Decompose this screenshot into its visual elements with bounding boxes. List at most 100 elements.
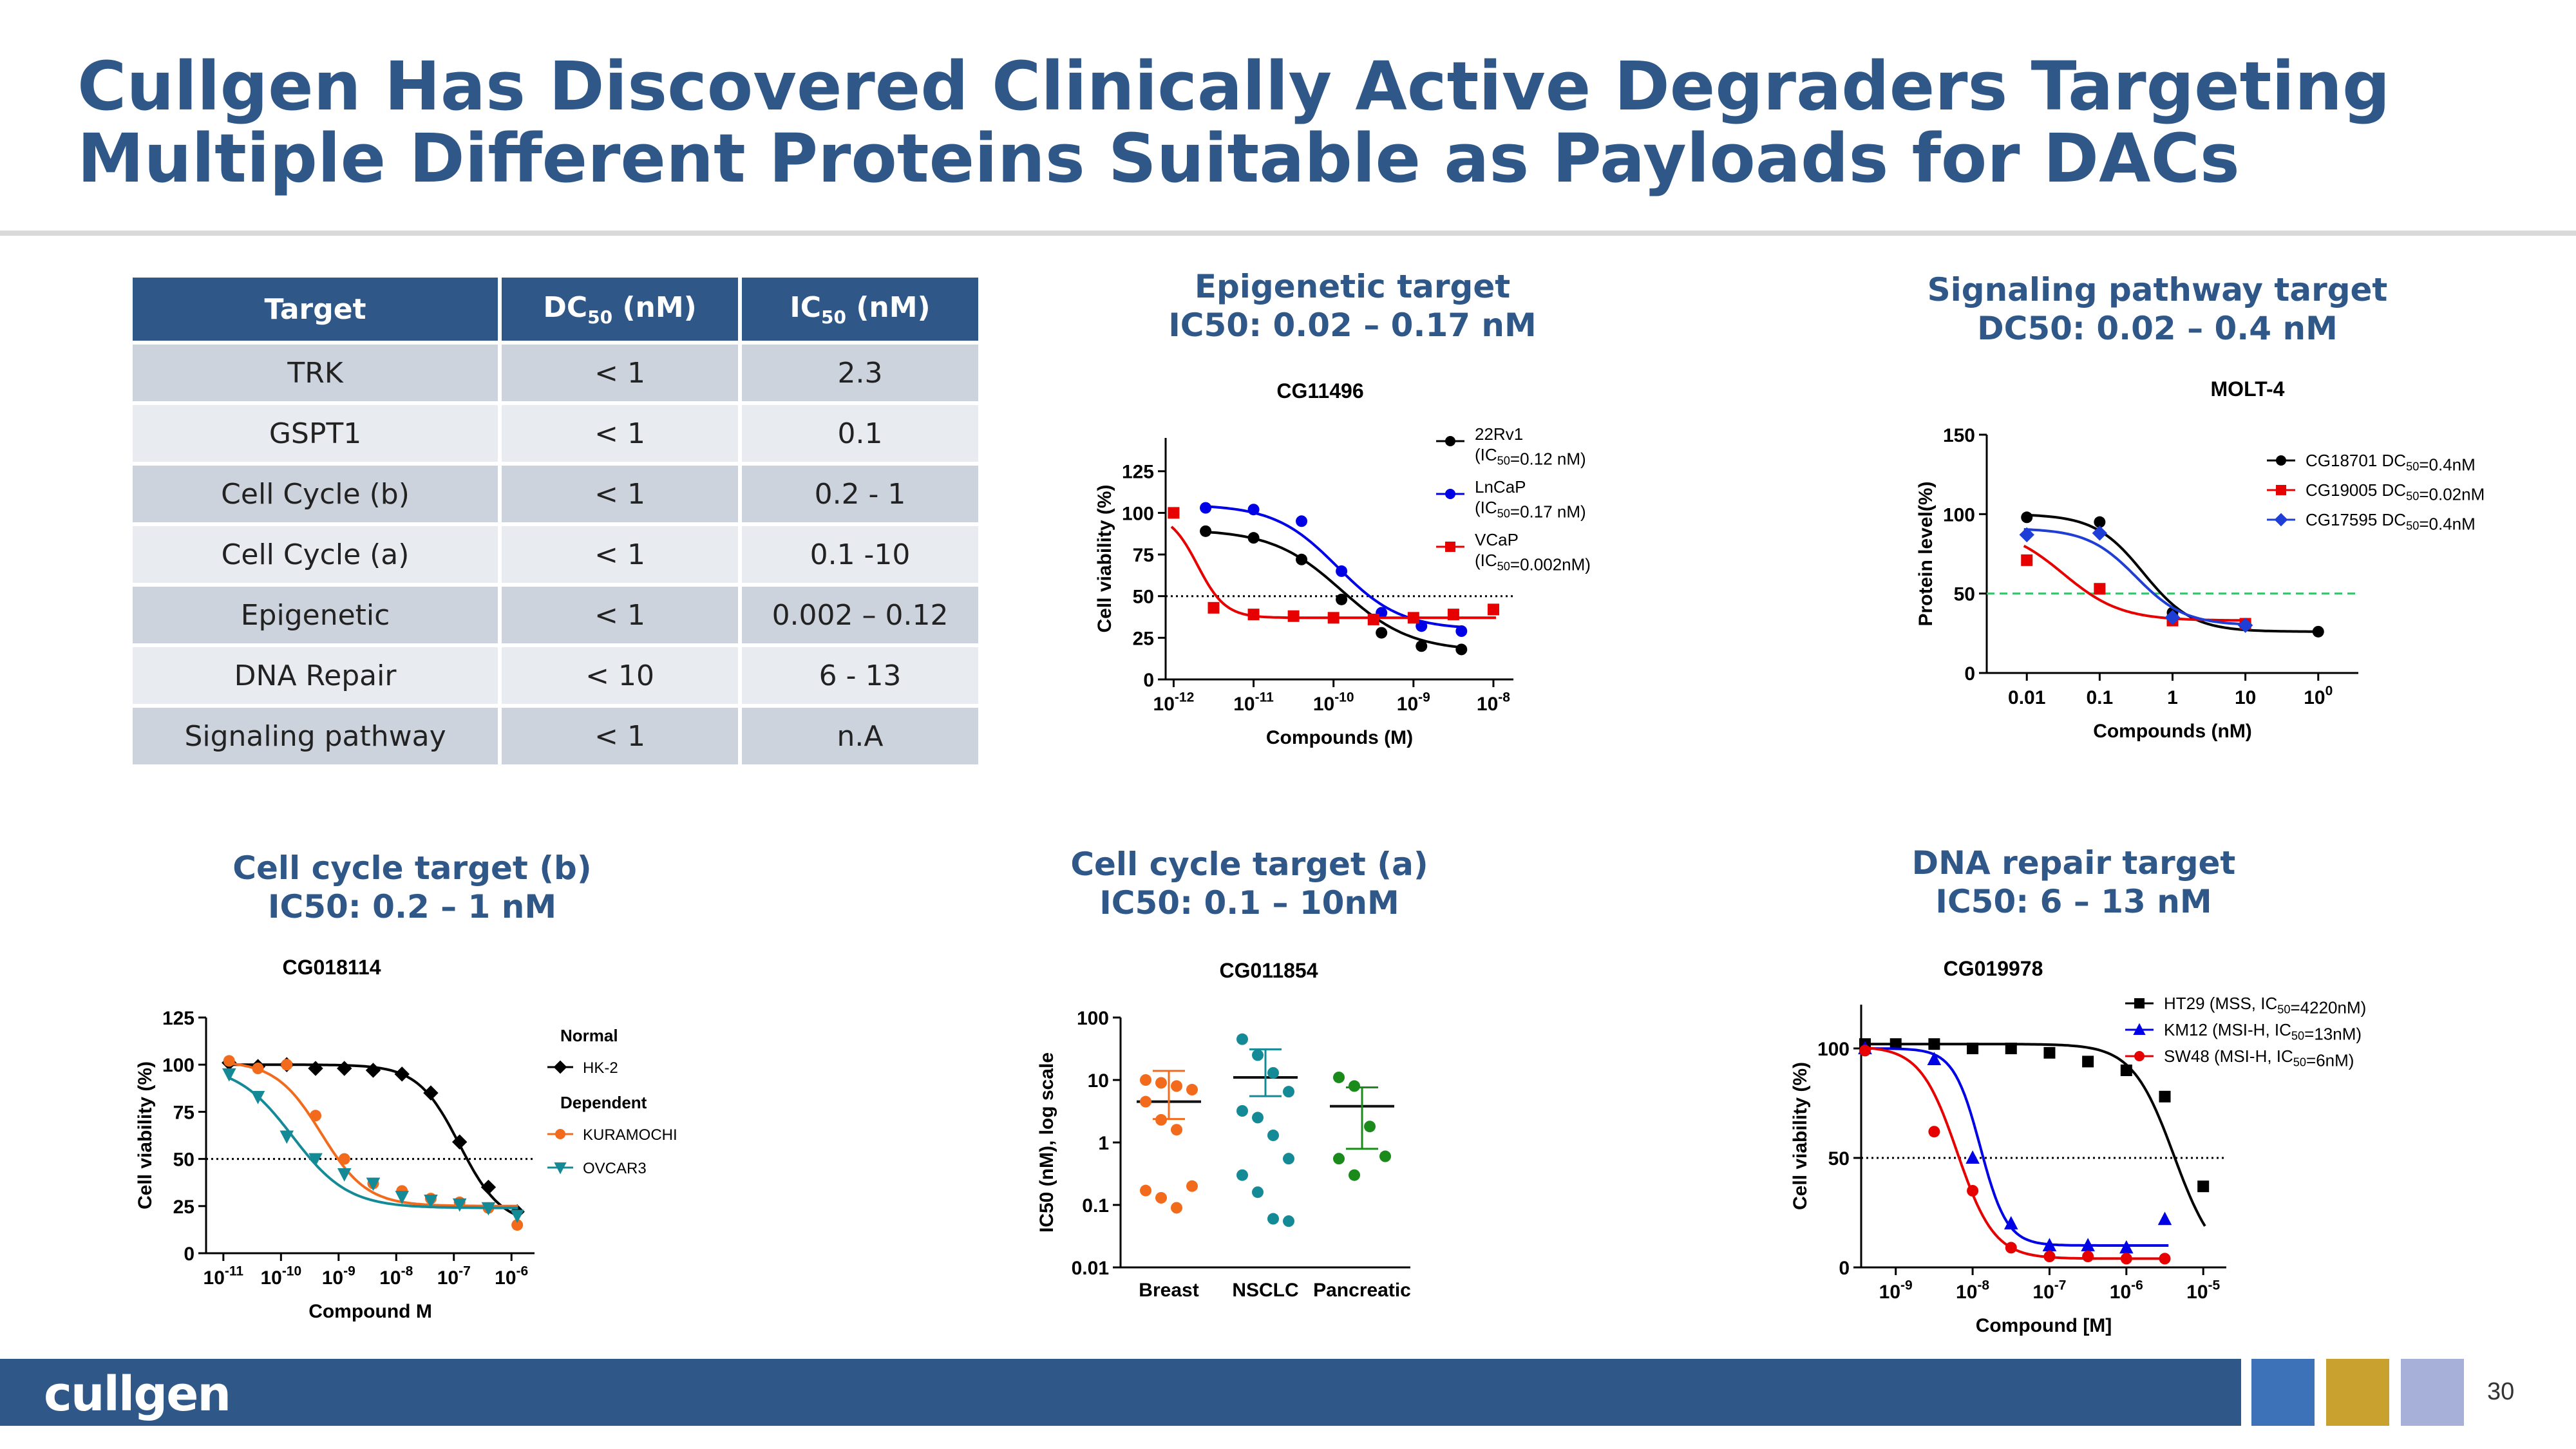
data-point bbox=[2003, 1216, 2018, 1229]
data-point bbox=[1267, 1066, 1279, 1079]
x-tick-label: 10-8 bbox=[1956, 1278, 1989, 1303]
data-point bbox=[1928, 1126, 1940, 1138]
chart-legend: HT29 (MSS, IC50=4220nM)KM12 (MSI-H, IC50… bbox=[2125, 994, 2366, 1070]
y-axis-label: IC50 (nM), log scale bbox=[1036, 1052, 1057, 1233]
data-point bbox=[395, 1191, 410, 1204]
epigenetic-panel-title: Epigenetic target IC50: 0.02 – 0.17 nM bbox=[1095, 267, 1610, 345]
data-point bbox=[1200, 502, 1212, 514]
table-cell: < 1 bbox=[502, 405, 739, 462]
y-tick-label: 25 bbox=[173, 1197, 194, 1218]
x-tick-label: 10-11 bbox=[204, 1264, 244, 1289]
data-point bbox=[423, 1085, 439, 1101]
chart-cg11496: CG11496 0 25 50 75 100 125 Cell viability (%) 10… bbox=[1094, 379, 1591, 748]
table-cell: TRK bbox=[133, 345, 498, 401]
y-tick-label: 75 bbox=[1133, 545, 1154, 566]
panel-title-line1: Cell cycle target (b) bbox=[232, 849, 592, 887]
data-point bbox=[1927, 1052, 1942, 1065]
y-tick-label: 25 bbox=[1133, 628, 1154, 649]
data-point bbox=[511, 1219, 524, 1231]
data-point bbox=[1140, 1095, 1151, 1108]
data-point bbox=[2082, 1251, 2094, 1262]
fit-curve bbox=[1861, 1047, 2169, 1247]
x-axis-label: Compound M bbox=[308, 1301, 432, 1322]
data-point bbox=[1171, 1080, 1182, 1092]
data-point bbox=[1287, 610, 1300, 622]
data-point bbox=[310, 1110, 321, 1122]
legend-marker bbox=[2276, 485, 2286, 495]
data-point bbox=[424, 1195, 438, 1208]
x-tick-label: 10-7 bbox=[437, 1264, 471, 1289]
legend-marker bbox=[555, 1129, 565, 1139]
table-row: Cell Cycle (a) < 1 0.1 -10 bbox=[133, 526, 978, 583]
data-point bbox=[1349, 1080, 1360, 1092]
data-point bbox=[1247, 504, 1260, 516]
header-target: Target bbox=[133, 278, 498, 341]
table-cell: 0.2 - 1 bbox=[742, 466, 978, 522]
panel-title-line2: IC50: 0.02 – 0.17 nM bbox=[1168, 307, 1537, 344]
footer: cullgen 30 bbox=[0, 1359, 2576, 1426]
data-point bbox=[337, 1168, 352, 1182]
table-cell: 6 - 13 bbox=[742, 647, 978, 704]
cycle-b-panel-title: Cell cycle target (b) IC50: 0.2 – 1 nM bbox=[161, 849, 663, 926]
panel-title-line1: Cell cycle target (a) bbox=[1070, 846, 1428, 883]
series-kuramochi bbox=[223, 1055, 524, 1231]
legend-label: OVCAR3 bbox=[583, 1160, 647, 1177]
data-point bbox=[2120, 1065, 2132, 1076]
y-tick-label: 100 bbox=[1817, 1039, 1850, 1060]
page-number: 30 bbox=[2487, 1378, 2515, 1405]
table-row: GSPT1 < 1 0.1 bbox=[133, 405, 978, 462]
x-tick-label: 10 bbox=[2235, 687, 2256, 708]
x-tick-label: 10-11 bbox=[1233, 690, 1274, 715]
chart-legend: CG18701 DC50=0.4nM CG19005 DC50=0.02nM CG1… bbox=[2267, 451, 2485, 534]
series-22rv1 bbox=[1200, 525, 1468, 656]
data-point bbox=[338, 1153, 350, 1165]
table-row: TRK < 1 2.3 bbox=[133, 345, 978, 401]
y-tick-label: 100 bbox=[162, 1055, 194, 1076]
data-point bbox=[2081, 1238, 2095, 1251]
data-point bbox=[481, 1202, 496, 1216]
data-point bbox=[1333, 1071, 1345, 1083]
legend-marker bbox=[2134, 1051, 2145, 1061]
legend-label: CG17595 DC50=0.4nM bbox=[2306, 510, 2476, 534]
legend-label: VCaP bbox=[1475, 530, 1519, 549]
data-point bbox=[1327, 612, 1340, 624]
data-point bbox=[1283, 1153, 1294, 1165]
data-point bbox=[1252, 1049, 1264, 1061]
y-tick-label: 10 bbox=[1088, 1070, 1109, 1092]
panel-title-line2: IC50: 0.2 – 1 nM bbox=[267, 888, 557, 925]
data-point bbox=[1171, 1124, 1182, 1136]
chart-legend: 22Rv1(IC50=0.12 nM) LnCaP(IC50=0.17 nM) VC… bbox=[1436, 424, 1591, 574]
series-cg19005 bbox=[2021, 544, 2251, 630]
legend-marker bbox=[2274, 513, 2288, 527]
x-axis-label: Compounds (nM) bbox=[2093, 721, 2252, 742]
table-cell: DNA Repair bbox=[133, 647, 498, 704]
y-axis-label: Cell viability (%) bbox=[135, 1061, 156, 1209]
data-point bbox=[365, 1063, 381, 1078]
data-point bbox=[1252, 1112, 1264, 1124]
data-point bbox=[1140, 1074, 1151, 1086]
y-tick-label: 75 bbox=[173, 1102, 194, 1123]
legend-marker bbox=[1445, 542, 1455, 552]
data-point bbox=[279, 1130, 294, 1144]
x-tick-label: 10-6 bbox=[2110, 1278, 2143, 1303]
y-tick-label: 125 bbox=[1122, 462, 1154, 483]
fit-curve bbox=[1170, 526, 1496, 620]
data-point bbox=[480, 1179, 497, 1195]
series-breast bbox=[1137, 1070, 1201, 1214]
x-tick-label: 10-10 bbox=[1313, 690, 1354, 715]
y-axis-label: Protein level(%) bbox=[1915, 481, 1937, 626]
data-point bbox=[2159, 1090, 2171, 1103]
data-point bbox=[2021, 554, 2033, 566]
data-point bbox=[1928, 1038, 1940, 1050]
y-tick-label: 100 bbox=[1943, 504, 1975, 526]
chart-title: CG018114 bbox=[282, 956, 381, 979]
x-tick-label: 0.01 bbox=[2008, 687, 2045, 708]
page-title-line2: Multiple Different Proteins Suitable as … bbox=[77, 119, 2240, 198]
x-tick-label: 10-5 bbox=[2186, 1278, 2220, 1303]
legend-group-label: Dependent bbox=[560, 1093, 647, 1112]
data-point bbox=[2237, 618, 2253, 633]
table-cell: 0.1 -10 bbox=[742, 526, 978, 583]
x-tick-label: Breast bbox=[1139, 1280, 1198, 1301]
data-point bbox=[2005, 1043, 2017, 1054]
x-tick-label: 10-9 bbox=[1397, 690, 1430, 715]
